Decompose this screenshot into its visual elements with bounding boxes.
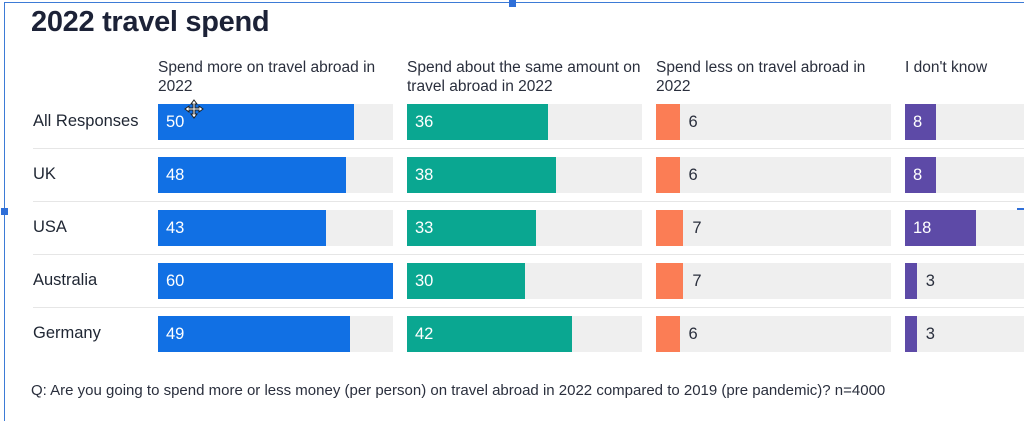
data-label: 6 — [688, 166, 698, 184]
bar[interactable] — [905, 316, 917, 352]
bar-track — [656, 316, 891, 352]
bar[interactable] — [158, 210, 327, 246]
data-label: 6 — [688, 113, 698, 131]
bar-track — [656, 210, 891, 246]
data-label: 7 — [692, 272, 702, 290]
data-label: 50 — [166, 113, 185, 131]
bar[interactable] — [407, 263, 525, 299]
bar[interactable] — [656, 316, 680, 352]
bar-track — [656, 157, 891, 193]
column-header: Spend more on travel abroad in 2022 — [158, 59, 376, 95]
column-header: I don't know — [905, 59, 988, 76]
bar[interactable] — [158, 157, 346, 193]
row-label: USA — [33, 218, 67, 236]
data-label: 7 — [692, 219, 702, 237]
bar[interactable] — [407, 104, 548, 140]
bar[interactable] — [407, 316, 572, 352]
bar-track — [905, 316, 1024, 352]
bar-track — [656, 263, 891, 299]
data-label: 33 — [415, 219, 434, 237]
row-divider — [33, 148, 1024, 149]
data-label: 8 — [913, 166, 923, 184]
bar[interactable] — [656, 263, 684, 299]
bar[interactable] — [905, 157, 937, 193]
chart-title: 2022 travel spend — [31, 6, 270, 38]
data-label: 8 — [913, 113, 923, 131]
resize-handle-left[interactable] — [1, 208, 8, 215]
row-divider — [33, 307, 1024, 308]
row-divider — [33, 201, 1024, 202]
data-label: 49 — [166, 325, 185, 343]
data-label: 18 — [913, 219, 932, 237]
data-label: 60 — [166, 272, 185, 290]
bar[interactable] — [656, 104, 680, 140]
column-header: Spend less on travel abroad in 2022 — [656, 59, 866, 95]
row-label: UK — [33, 165, 56, 183]
bar[interactable] — [407, 157, 556, 193]
bar[interactable] — [158, 316, 350, 352]
row-divider — [33, 254, 1024, 255]
bar[interactable] — [407, 210, 537, 246]
row-label: Australia — [33, 271, 98, 289]
resize-handle-top[interactable] — [509, 0, 516, 7]
bar[interactable] — [656, 210, 684, 246]
bar[interactable] — [905, 263, 917, 299]
row-label: All Responses — [33, 112, 139, 130]
data-label: 30 — [415, 272, 434, 290]
row-label: Germany — [33, 324, 101, 342]
data-label: 3 — [925, 272, 935, 290]
bar[interactable] — [656, 157, 680, 193]
bar-track — [905, 263, 1024, 299]
data-label: 36 — [415, 113, 434, 131]
data-label: 38 — [415, 166, 434, 184]
data-label: 43 — [166, 219, 185, 237]
data-label: 48 — [166, 166, 185, 184]
data-label: 6 — [688, 325, 698, 343]
data-label: 42 — [415, 325, 434, 343]
bar[interactable] — [905, 104, 937, 140]
move-cursor-icon — [184, 99, 204, 119]
column-header: Spend about the same amount on travel ab… — [407, 59, 641, 95]
chart-footnote: Q: Are you going to spend more or less m… — [31, 382, 886, 399]
bar[interactable] — [158, 263, 393, 299]
data-label: 3 — [925, 325, 935, 343]
bar-track — [656, 104, 891, 140]
bar[interactable] — [905, 210, 976, 246]
